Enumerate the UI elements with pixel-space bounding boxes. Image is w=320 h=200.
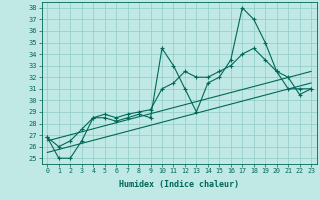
X-axis label: Humidex (Indice chaleur): Humidex (Indice chaleur) — [119, 180, 239, 189]
